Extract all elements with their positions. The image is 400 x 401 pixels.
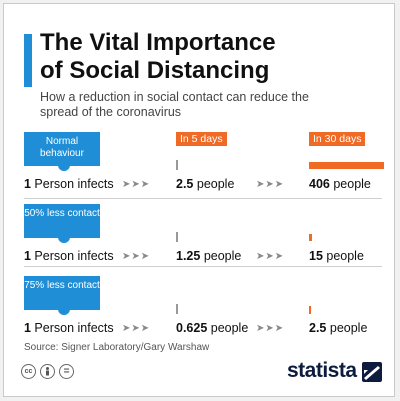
- person-icon: [40, 364, 55, 379]
- chart-subtitle: How a reduction in social contact can re…: [40, 90, 309, 119]
- row-separator: [24, 266, 382, 267]
- day5-value-mark: [176, 304, 178, 314]
- statista-logo-icon: [362, 362, 382, 382]
- day30-bar: [309, 162, 384, 169]
- day30-bar: [309, 306, 311, 314]
- condition-dot: [58, 159, 70, 171]
- chart-title: The Vital Importance of Social Distancin…: [40, 29, 276, 85]
- day5-people-text: 2.5 people: [176, 177, 235, 191]
- row-separator: [24, 198, 382, 199]
- flow-arrows: ➤➤➤: [256, 179, 285, 190]
- stage-label-30-days: In 30 days: [309, 132, 366, 146]
- title-accent-bar: [24, 34, 32, 87]
- flow-arrows: ➤➤➤: [256, 251, 285, 262]
- day30-people-text: 406 people: [309, 177, 371, 191]
- statista-logo-text: statista: [287, 359, 357, 382]
- day30-bar: [309, 234, 312, 241]
- start-infects-text: 1 Person infects: [24, 177, 114, 191]
- condition-dot: [58, 231, 70, 243]
- day30-people-text: 2.5 people: [309, 321, 368, 335]
- day30-people-text: 15 people: [309, 249, 364, 263]
- flow-arrows: ➤➤➤: [122, 251, 151, 262]
- start-infects-text: 1 Person infects: [24, 249, 114, 263]
- day5-value-mark: [176, 160, 178, 170]
- cc-icon: cc: [21, 364, 36, 379]
- infographic-card: The Vital Importance of Social Distancin…: [3, 3, 395, 397]
- title-line-1: The Vital Importance: [40, 29, 276, 56]
- day5-people-text: 1.25 people: [176, 249, 242, 263]
- source-note: Source: Signer Laboratory/Gary Warshaw: [24, 342, 210, 353]
- flow-arrows: ➤➤➤: [122, 323, 151, 334]
- day5-people-text: 0.625 people: [176, 321, 249, 335]
- flow-arrows: ➤➤➤: [256, 323, 285, 334]
- start-infects-text: 1 Person infects: [24, 321, 114, 335]
- title-line-2: of Social Distancing: [40, 57, 270, 84]
- stage-label-5-days: In 5 days: [176, 132, 227, 146]
- condition-dot: [58, 303, 70, 315]
- flow-arrows: ➤➤➤: [122, 179, 151, 190]
- day5-value-mark: [176, 232, 178, 242]
- equals-icon: =: [59, 364, 74, 379]
